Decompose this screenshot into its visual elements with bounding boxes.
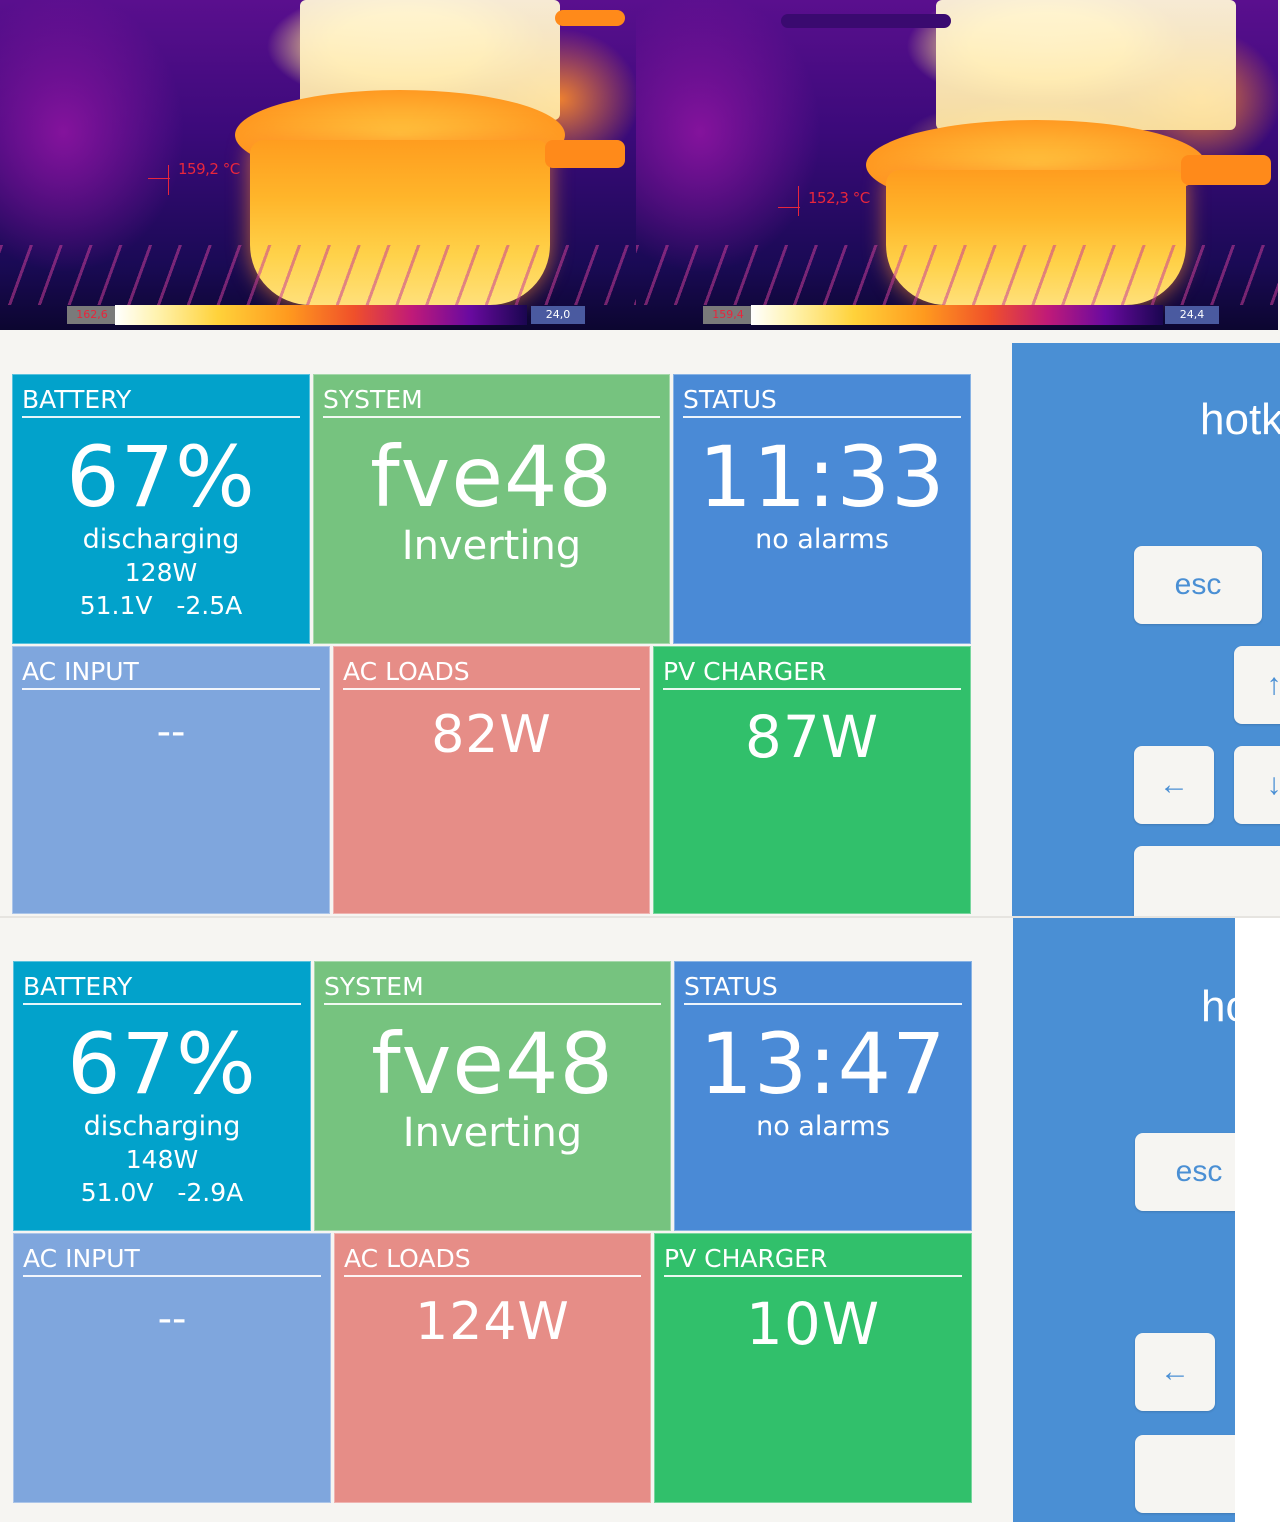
ac-input-tile[interactable]: AC INPUT --	[12, 646, 330, 914]
dashboard-screen-2: BATTERY 67% discharging 148W 51.0V -2.9A…	[0, 916, 1280, 1522]
space-key[interactable]: ⎵	[1134, 846, 1280, 924]
space-key[interactable]	[1135, 1435, 1235, 1513]
lid-handle	[781, 14, 951, 28]
pv-charger-value: 10W	[745, 1290, 881, 1358]
battery-tile[interactable]: BATTERY 67% discharging 148W 51.0V -2.9A	[13, 961, 311, 1231]
system-tile[interactable]: SYSTEM fve48 Inverting	[313, 374, 670, 644]
remote-title: hotk	[1200, 395, 1280, 444]
remote-keypad-panel: ho esc ←	[1013, 918, 1235, 1522]
scale-max-label: 162,6	[67, 306, 117, 324]
remote-title: ho	[1201, 982, 1235, 1031]
left-arrow-key[interactable]: ←	[1134, 746, 1214, 824]
battery-power: 128W	[124, 558, 198, 587]
battery-tile[interactable]: BATTERY 67% discharging 128W 51.1V -2.5A	[12, 374, 310, 644]
pv-charger-title: PV CHARGER	[664, 1244, 962, 1277]
status-tile[interactable]: STATUS 11:33 no alarms	[673, 374, 971, 644]
pot-handle	[1181, 155, 1271, 185]
left-arrow-key[interactable]: ←	[1135, 1333, 1215, 1411]
ac-loads-tile[interactable]: AC LOADS 124W	[334, 1233, 651, 1503]
battery-soc: 67%	[67, 1015, 257, 1113]
battery-power: 148W	[125, 1145, 199, 1174]
system-title: SYSTEM	[323, 385, 660, 418]
battery-title: BATTERY	[22, 385, 300, 418]
scale-min-label: 24,0	[531, 306, 585, 324]
ac-loads-tile[interactable]: AC LOADS 82W	[333, 646, 650, 914]
system-name: fve48	[370, 428, 613, 526]
temperature-scale-bar	[751, 305, 1163, 325]
thermal-image-left: 159,2 °C 162,6 24,0	[0, 0, 636, 330]
ac-loads-value: 82W	[431, 705, 552, 765]
ac-loads-title: AC LOADS	[343, 657, 640, 690]
down-arrow-key[interactable]: ↓	[1234, 746, 1280, 824]
status-time: 13:47	[699, 1015, 947, 1113]
pv-charger-tile[interactable]: PV CHARGER 10W	[654, 1233, 972, 1503]
pot-lid-hot-area	[936, 0, 1236, 130]
blank-margin	[1235, 918, 1280, 1522]
pv-charger-tile[interactable]: PV CHARGER 87W	[653, 646, 971, 914]
remote-keypad-panel: hotk esc ↑ ← ↓ ⎵	[1012, 343, 1280, 933]
spot-crosshair-v	[798, 186, 799, 216]
battery-soc: 67%	[66, 428, 256, 526]
status-alarms: no alarms	[755, 524, 889, 555]
pv-charger-value: 87W	[744, 703, 880, 771]
battery-volt-amp: 51.1V -2.5A	[79, 591, 243, 620]
grill-rack	[0, 245, 636, 305]
spot-crosshair-v	[168, 165, 169, 195]
temperature-scale-bar	[115, 305, 527, 325]
battery-title: BATTERY	[23, 972, 301, 1005]
status-title: STATUS	[683, 385, 961, 418]
battery-state: discharging	[82, 524, 240, 555]
ac-input-tile[interactable]: AC INPUT --	[13, 1233, 331, 1503]
ac-loads-title: AC LOADS	[344, 1244, 641, 1277]
system-title: SYSTEM	[324, 972, 661, 1005]
ac-input-value: --	[157, 1296, 187, 1342]
grill-rack	[636, 245, 1278, 305]
esc-key[interactable]: esc	[1134, 546, 1262, 624]
esc-key[interactable]: esc	[1135, 1133, 1235, 1211]
system-tile[interactable]: SYSTEM fve48 Inverting	[314, 961, 671, 1231]
status-tile[interactable]: STATUS 13:47 no alarms	[674, 961, 972, 1231]
spot-crosshair-h	[778, 207, 800, 208]
system-name: fve48	[371, 1015, 614, 1113]
pot-handle	[545, 140, 625, 168]
status-time: 11:33	[698, 428, 946, 526]
system-state: Inverting	[401, 523, 582, 569]
lid-handle	[555, 10, 625, 26]
ac-loads-value: 124W	[415, 1292, 570, 1352]
ac-input-title: AC INPUT	[23, 1244, 321, 1277]
thermal-image-right: 152,3 °C 159,4 24,4	[636, 0, 1278, 330]
battery-state: discharging	[83, 1111, 241, 1142]
spot-temperature: 159,2 °C	[178, 160, 240, 178]
ac-input-title: AC INPUT	[22, 657, 320, 690]
up-arrow-key[interactable]: ↑	[1234, 646, 1280, 724]
ac-input-value: --	[156, 709, 186, 755]
system-state: Inverting	[402, 1110, 583, 1156]
scale-max-label: 159,4	[703, 306, 753, 324]
scale-min-label: 24,4	[1165, 306, 1219, 324]
status-alarms: no alarms	[756, 1111, 890, 1142]
dashboard-screen-1: BATTERY 67% discharging 128W 51.1V -2.5A…	[0, 343, 1280, 933]
spot-crosshair-h	[148, 178, 170, 179]
pv-charger-title: PV CHARGER	[663, 657, 961, 690]
battery-volt-amp: 51.0V -2.9A	[80, 1178, 244, 1207]
status-title: STATUS	[684, 972, 962, 1005]
spot-temperature: 152,3 °C	[808, 189, 870, 207]
